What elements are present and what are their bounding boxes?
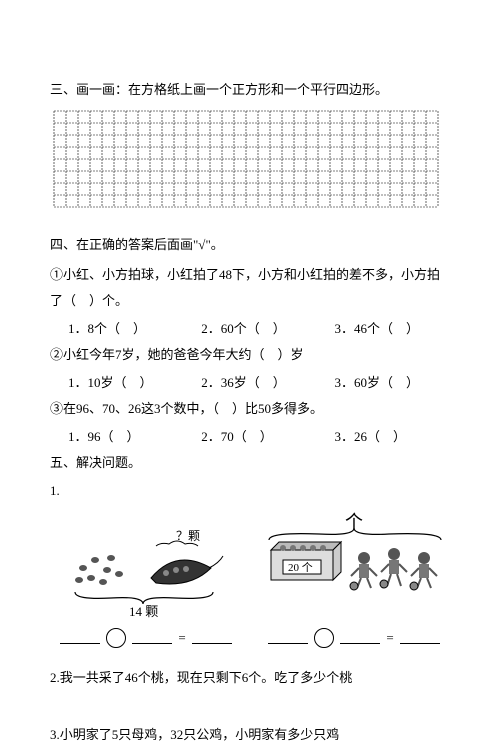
equals-sign: = bbox=[178, 630, 185, 646]
section-5-title: 五、解决问题。 bbox=[50, 450, 450, 476]
q2-opt-a: 1．10岁（ ） bbox=[68, 370, 198, 396]
section-4-title: 四、在正确的答案后面画"√"。 bbox=[50, 235, 450, 256]
blank-line bbox=[192, 631, 232, 644]
p1-right-box-label: 20 个 bbox=[288, 561, 313, 574]
q3-options: 1．96（ ） 2．70（ ） 3．26（ ） bbox=[50, 424, 450, 450]
p3-text: 3.小明家了5只母鸡，32只公鸡，小明家有多少只鸡 bbox=[50, 723, 450, 746]
operator-circle bbox=[314, 628, 334, 648]
worksheet-page: 三、画一画：在方格纸上画一个正方形和一个平行四边形。 四、在正确的答案后面画"√… bbox=[0, 0, 500, 708]
q1-options: 1．8个（ ） 2．60个（ ） 3．46个（ ） bbox=[50, 316, 450, 342]
q1-opt-c: 3．46个（ ） bbox=[335, 316, 445, 342]
beans-illustration: ？颗 14 颗 bbox=[61, 528, 231, 618]
blank-line bbox=[60, 631, 100, 644]
p2-text: 2.我一共采了46个桃，现在只剩下6个。吃了多少个桃 bbox=[50, 666, 450, 689]
arrow-up-icon: 个 bbox=[258, 508, 450, 526]
q2-opt-c: 3．60岁（ ） bbox=[335, 370, 445, 396]
p1-right-figure: 个 20 个 bbox=[258, 508, 450, 648]
problem-1-figures: ？颗 14 颗 bbox=[50, 508, 450, 648]
operator-circle bbox=[106, 628, 126, 648]
p1-num: 1. bbox=[50, 478, 450, 504]
blank-line bbox=[268, 631, 308, 644]
q2-stem: ②小红今年7岁，她的爸爸今年大约（ ）岁 bbox=[50, 342, 450, 368]
q2-opt-b: 2．36岁（ ） bbox=[201, 370, 331, 396]
q1-stem: ①小红、小方拍球，小红拍了48下，小方和小红拍的差不多，小方拍了（ ）个。 bbox=[50, 262, 450, 314]
q3-opt-c: 3．26（ ） bbox=[335, 424, 445, 450]
q1-opt-b: 2．60个（ ） bbox=[201, 316, 331, 342]
q3-stem: ③在96、70、26这3个数中，（ ）比50多得多。 bbox=[50, 396, 450, 422]
blank-line bbox=[400, 631, 440, 644]
p1-left-total-label: 14 颗 bbox=[129, 604, 158, 618]
p1-left-figure: ？颗 14 颗 bbox=[50, 508, 242, 648]
equals-sign: = bbox=[386, 630, 393, 646]
box-children-illustration: 20 个 bbox=[259, 528, 449, 618]
blank-line bbox=[132, 631, 172, 644]
drawing-grid bbox=[50, 107, 450, 215]
children-icon bbox=[350, 548, 437, 590]
q2-options: 1．10岁（ ） 2．36岁（ ） 3．60岁（ ） bbox=[50, 370, 450, 396]
section-3-title: 三、画一画：在方格纸上画一个正方形和一个平行四边形。 bbox=[50, 80, 450, 101]
q3-opt-b: 2．70（ ） bbox=[201, 424, 331, 450]
p1-right-equation: = bbox=[258, 628, 450, 648]
blank-line bbox=[340, 631, 380, 644]
p1-left-equation: = bbox=[50, 628, 242, 648]
q3-opt-a: 1．96（ ） bbox=[68, 424, 198, 450]
q1-opt-a: 1．8个（ ） bbox=[68, 316, 198, 342]
